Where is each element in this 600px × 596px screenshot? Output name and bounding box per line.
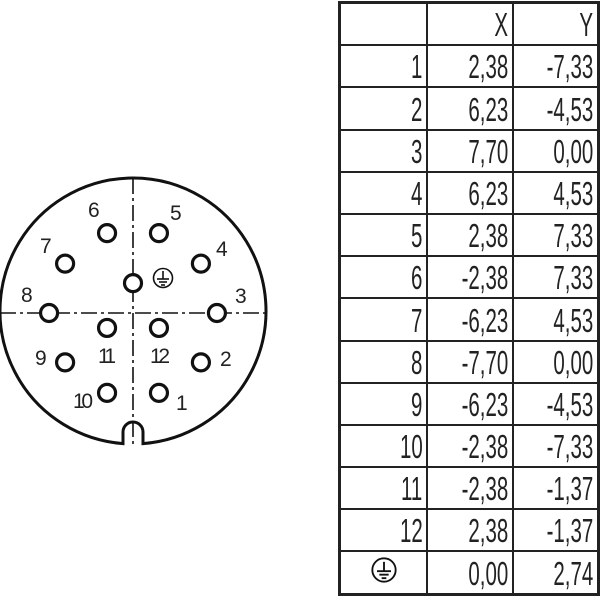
pin-label-6: 6 bbox=[88, 199, 100, 222]
connector-outline bbox=[0, 176, 268, 446]
y-cell: -1,37 bbox=[512, 508, 600, 553]
y-cell: -7,33 bbox=[512, 423, 600, 469]
x-cell: -6,23 bbox=[426, 381, 515, 426]
y-cell: 4,53 bbox=[512, 297, 600, 342]
connector-pinout-diagram: 1 2 3 4 5 6 7 8 9 10 11 12 bbox=[0, 176, 268, 448]
x-cell: 0,00 bbox=[426, 550, 515, 596]
y-cell: 2,74 bbox=[512, 550, 600, 596]
y-cell: 0,00 bbox=[512, 128, 600, 173]
y-cell: 7,33 bbox=[512, 255, 600, 300]
pin-7 bbox=[54, 253, 76, 274]
pin-label-1: 1 bbox=[176, 392, 188, 415]
pin-label-3: 3 bbox=[235, 285, 247, 308]
pin-cell: 12 bbox=[338, 508, 429, 553]
pin-1 bbox=[148, 382, 170, 403]
x-cell: -2,38 bbox=[426, 466, 515, 511]
y-cell: -4,53 bbox=[512, 86, 600, 131]
pin-cell: 10 bbox=[338, 423, 429, 469]
pin-earth bbox=[122, 273, 144, 294]
pin-cell: 9 bbox=[338, 381, 429, 426]
table-row: 6 -2,38 7,33 bbox=[338, 255, 600, 300]
pin-9 bbox=[54, 352, 76, 373]
pin-label-4: 4 bbox=[216, 238, 228, 261]
pin-2 bbox=[190, 352, 212, 373]
pin-10 bbox=[96, 382, 118, 403]
pin-cell: 2 bbox=[338, 86, 429, 131]
x-cell: 7,70 bbox=[426, 128, 515, 173]
header-pin bbox=[338, 1, 429, 47]
x-cell: 2,38 bbox=[426, 44, 515, 89]
pin-cell bbox=[338, 550, 429, 596]
pin-label-12: 12 bbox=[150, 345, 170, 368]
pin-cell: 7 bbox=[338, 297, 429, 342]
pin-label-2: 2 bbox=[220, 348, 232, 371]
pin-5 bbox=[148, 223, 170, 244]
y-cell: -4,53 bbox=[512, 381, 600, 426]
header-y: Y bbox=[512, 1, 600, 47]
table-header-row: X Y bbox=[338, 1, 600, 47]
pin-label-11: 11 bbox=[98, 345, 116, 368]
pin-label-9: 9 bbox=[35, 347, 47, 370]
y-cell: 7,33 bbox=[512, 212, 600, 258]
table-row: 4 6,23 4,53 bbox=[338, 170, 600, 215]
x-cell: 2,38 bbox=[426, 508, 515, 553]
pin-cell: 3 bbox=[338, 128, 429, 173]
y-cell: -1,37 bbox=[512, 466, 600, 511]
table-row: 10 -2,38 -7,33 bbox=[338, 423, 600, 469]
pin-8 bbox=[38, 302, 60, 324]
table-row: 11 -2,38 -1,37 bbox=[338, 466, 600, 511]
earth-icon bbox=[371, 557, 397, 583]
x-cell: -2,38 bbox=[426, 255, 515, 300]
table-row: 8 -7,70 0,00 bbox=[338, 339, 600, 384]
table-row: 12 2,38 -1,37 bbox=[338, 508, 600, 553]
pin-label-10: 10 bbox=[73, 390, 93, 413]
pin-cell: 4 bbox=[338, 170, 429, 215]
pin-coordinate-table: X Y 1 2,38 -7,33 2 6,23 -4,53 3 7,70 0,00 4 6,23 4,… bbox=[338, 1, 600, 596]
table-row: 1 2,38 -7,33 bbox=[338, 44, 600, 89]
pin-6 bbox=[96, 223, 118, 244]
pin-cell: 1 bbox=[338, 44, 429, 89]
pin-labels: 1 2 3 4 5 6 7 8 9 10 11 12 bbox=[21, 199, 247, 415]
table-row: 5 2,38 7,33 bbox=[338, 212, 600, 258]
x-cell: -6,23 bbox=[426, 297, 515, 342]
header-x: X bbox=[426, 1, 515, 47]
table-row: 0,00 2,74 bbox=[338, 550, 600, 596]
pin-label-5: 5 bbox=[170, 202, 182, 225]
pin-cell: 11 bbox=[338, 466, 429, 511]
table-row: 2 6,23 -4,53 bbox=[338, 86, 600, 131]
x-cell: -2,38 bbox=[426, 423, 515, 469]
x-cell: -7,70 bbox=[426, 339, 515, 384]
pin-cell: 5 bbox=[338, 212, 429, 258]
y-cell: 0,00 bbox=[512, 339, 600, 384]
y-cell: -7,33 bbox=[512, 44, 600, 89]
y-cell: 4,53 bbox=[512, 170, 600, 215]
table-row: 7 -6,23 4,53 bbox=[338, 297, 600, 342]
pin-label-7: 7 bbox=[40, 235, 52, 258]
table-row: 9 -6,23 -4,53 bbox=[338, 381, 600, 426]
pin-label-8: 8 bbox=[21, 284, 33, 307]
pin-cell: 8 bbox=[338, 339, 429, 384]
pin-3 bbox=[206, 302, 228, 324]
pin-11 bbox=[96, 317, 118, 339]
earth-icon bbox=[152, 267, 174, 289]
table-row: 3 7,70 0,00 bbox=[338, 128, 600, 173]
pin-4 bbox=[190, 253, 212, 274]
pin-12 bbox=[148, 317, 170, 339]
x-cell: 6,23 bbox=[426, 86, 515, 131]
x-cell: 2,38 bbox=[426, 212, 515, 258]
x-cell: 6,23 bbox=[426, 170, 515, 215]
pin-cell: 6 bbox=[338, 255, 429, 300]
